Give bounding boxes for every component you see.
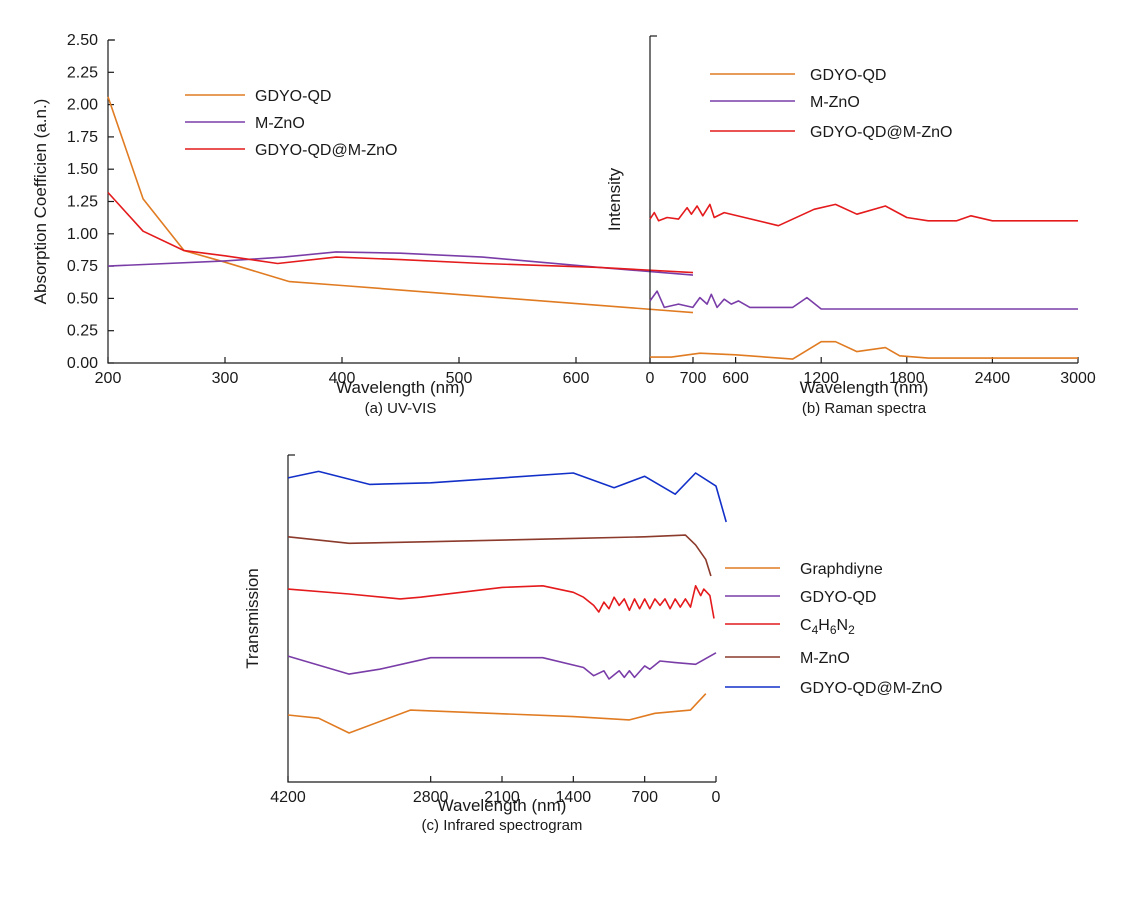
y-tick-label: 1.50 — [67, 161, 98, 178]
y-tick-label: 1.00 — [67, 226, 98, 243]
x-tick-label: 1400 — [556, 789, 592, 806]
y-tick-label: 1.25 — [67, 194, 98, 211]
y-tick-label: 0.25 — [67, 323, 98, 340]
legend-label: GDYO-QD — [800, 589, 876, 606]
panel-caption: (c) Infrared spectrogram — [422, 817, 583, 834]
y-axis-label: Transmission — [243, 568, 262, 668]
axes-b — [649, 36, 1078, 364]
y-tick-label: 1.75 — [67, 129, 98, 146]
x-tick-label: 1800 — [889, 370, 925, 387]
panel-caption: (a) UV-VIS — [365, 400, 437, 417]
legend-label: GDYO-QD — [255, 88, 331, 105]
x-tick-label: 200 — [95, 370, 122, 387]
legend-label: C4H6N2 — [800, 617, 855, 637]
x-tick-label: 600 — [722, 370, 749, 387]
series-line-gdyo-qd-m-zno — [649, 203, 1078, 227]
x-axis-label: Wavelength (nm) — [336, 378, 465, 397]
x-axis-label: Wavelength (nm) — [800, 378, 929, 397]
series-line-gdyo-qd — [107, 96, 694, 314]
y-tick-label: 2.50 — [67, 32, 98, 49]
x-tick-label: 2100 — [484, 789, 520, 806]
x-tick-label: 0 — [712, 789, 721, 806]
series-line-graphdiyne — [287, 693, 707, 734]
y-tick-label: 0.00 — [67, 355, 98, 372]
legend-label: Graphdiyne — [800, 561, 883, 578]
y-tick-label: 2.00 — [67, 97, 98, 114]
axes-c — [287, 455, 716, 783]
x-tick-label: 700 — [631, 789, 658, 806]
x-tick-label: 0 — [646, 370, 655, 387]
series-line-gdyo-qd-m-zno — [287, 470, 727, 523]
x-axis-label: Wavelength (nm) — [438, 796, 567, 815]
panel-caption: (b) Raman spectra — [802, 400, 927, 417]
series-line-gdyo-qd — [650, 340, 1078, 360]
x-tick-label: 2400 — [975, 370, 1011, 387]
series-line-m-zno — [287, 534, 712, 577]
x-tick-label: 1200 — [803, 370, 839, 387]
chart-panel-c: 4200 2800 2100 1400 700 0 Wavelength (nm) Trans… — [243, 454, 942, 834]
series-line-m-zno — [107, 251, 694, 276]
legend-label: M-ZnO — [255, 115, 305, 132]
chart-panel-b: 0 600 1200 1800 2400 3000 Wavelength (nm) Inten… — [605, 35, 1096, 417]
series-line-gdyo-qd-m-zno — [107, 191, 694, 274]
series-line-c4h6n2 — [287, 585, 715, 619]
x-tick-label: 3000 — [1060, 370, 1096, 387]
legend-label: GDYO-QD@M-ZnO — [255, 142, 397, 159]
x-tick-label: 2800 — [413, 789, 449, 806]
x-tick-label: 500 — [446, 370, 473, 387]
legend-label: GDYO-QD — [810, 67, 886, 84]
x-tick-label: 300 — [212, 370, 239, 387]
y-axis-label: Intensity — [605, 167, 624, 231]
y-tick-label: 0.50 — [67, 290, 98, 307]
x-tick-label: 4200 — [270, 789, 306, 806]
legend-label: GDYO-QD@M-ZnO — [800, 680, 942, 697]
legend-label: M-ZnO — [800, 650, 850, 667]
chart-panel-a: 200 300 400 500 600 700 0.00 0.25 0.50 0.75 1.00 1.… — [31, 32, 706, 417]
y-tick-label: 2.25 — [67, 64, 98, 81]
x-tick-label: 700 — [680, 370, 707, 387]
x-tick-label: 400 — [329, 370, 356, 387]
series-line-gdyo-qd — [287, 652, 717, 680]
y-tick-label: 0.75 — [67, 258, 98, 275]
y-axis-label: Absorption Coefficien (a.n.) — [31, 99, 50, 305]
legend-label: GDYO-QD@M-ZnO — [810, 124, 952, 141]
x-tick-label: 600 — [563, 370, 590, 387]
legend-label: M-ZnO — [810, 94, 860, 111]
series-line-m-zno — [649, 290, 1078, 310]
